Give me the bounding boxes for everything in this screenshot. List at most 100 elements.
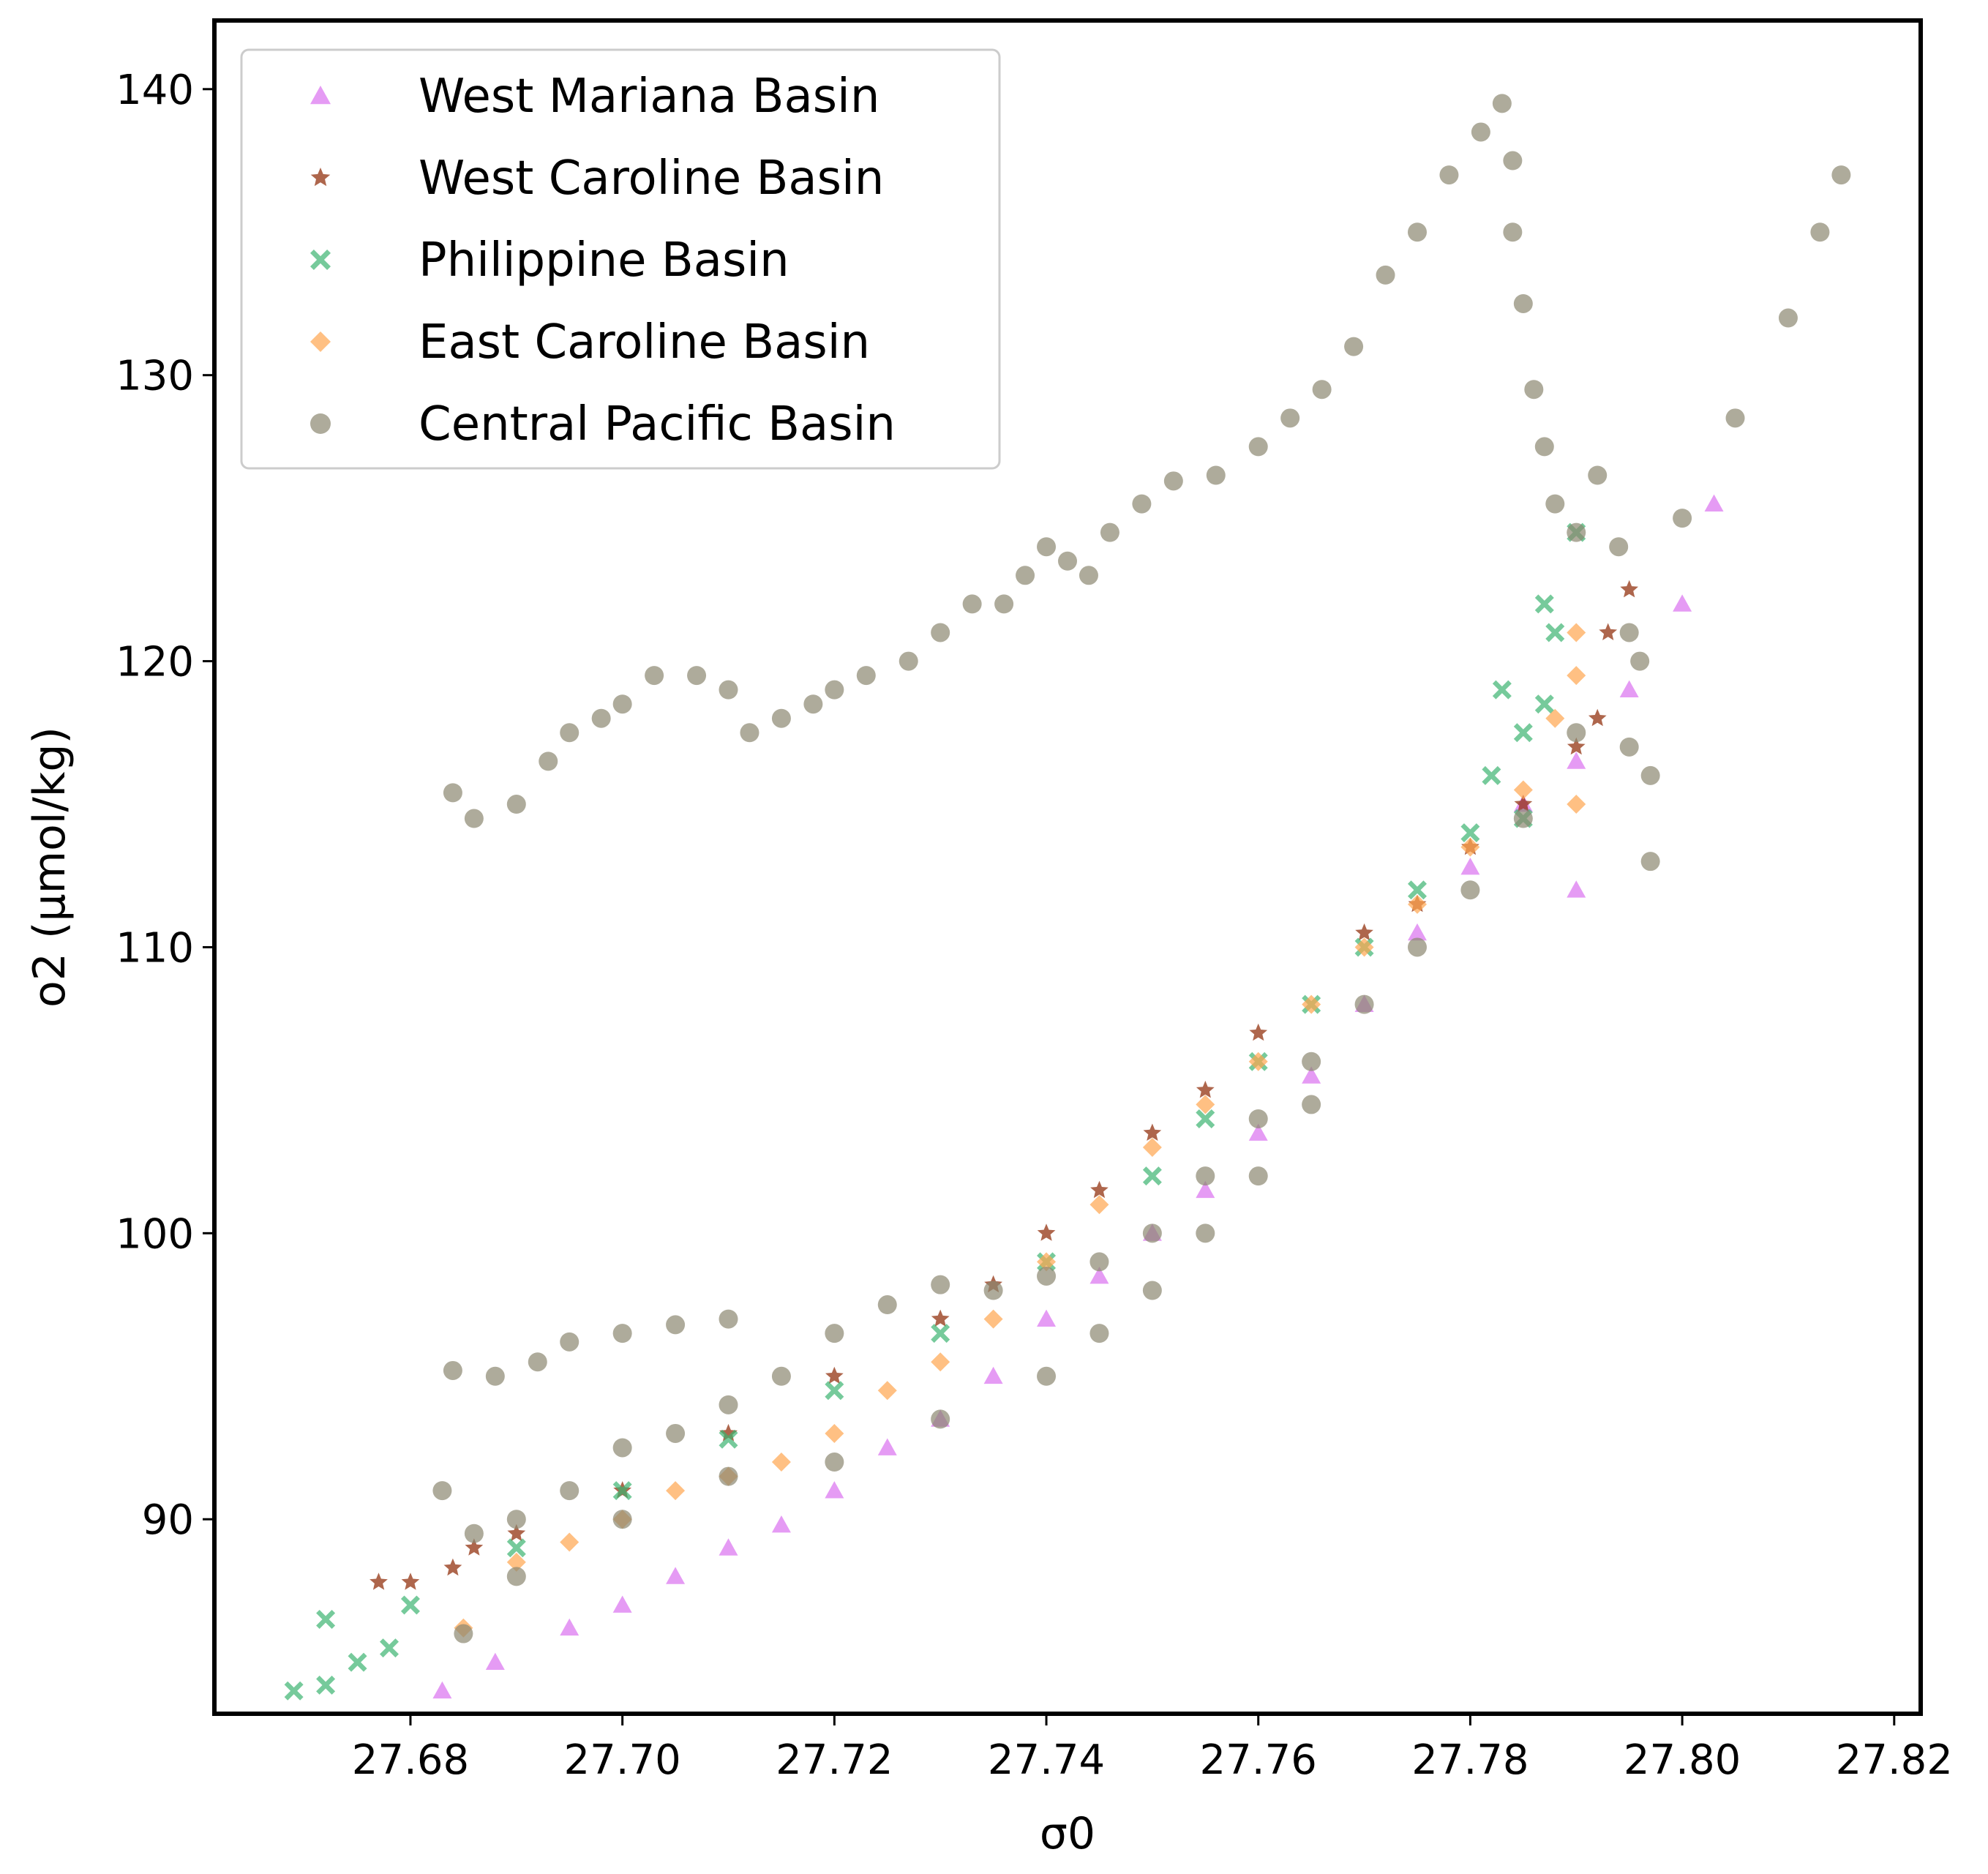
data-point (1460, 858, 1480, 875)
data-point (591, 708, 611, 728)
data-point (432, 1481, 452, 1501)
data-point (1640, 765, 1660, 785)
data-points (284, 94, 1851, 1701)
data-point (507, 1523, 526, 1542)
data-point (1407, 937, 1427, 957)
data-point (1132, 494, 1152, 514)
legend-label: West Mariana Basin (419, 70, 879, 124)
data-point (983, 1281, 1003, 1300)
data-point (645, 666, 664, 686)
legend-item: Philippine Basin (310, 233, 789, 288)
data-point (1567, 737, 1586, 755)
data-point (612, 1481, 632, 1501)
data-point (1778, 308, 1798, 328)
data-point (1142, 1223, 1162, 1243)
data-point (719, 1466, 738, 1486)
data-point (1079, 566, 1098, 585)
data-point (485, 1652, 505, 1671)
data-point (825, 1453, 844, 1472)
data-point (1460, 880, 1480, 900)
x-tick-label: 27.78 (1411, 1736, 1528, 1784)
x-tick-label: 27.80 (1624, 1736, 1741, 1784)
data-point (1248, 437, 1268, 457)
data-point (962, 594, 982, 614)
data-point (931, 1309, 950, 1327)
data-point (443, 783, 462, 803)
data-point (1100, 522, 1119, 542)
data-point (379, 1638, 399, 1658)
data-point (506, 1538, 526, 1558)
data-point (666, 1567, 686, 1584)
data-point (666, 1481, 686, 1501)
x-tick-label: 27.68 (352, 1736, 469, 1784)
data-point (370, 1573, 388, 1590)
data-point (1492, 680, 1512, 700)
data-point (1503, 222, 1523, 242)
data-point (1090, 1180, 1109, 1199)
data-point (1196, 1223, 1215, 1243)
data-point (1407, 222, 1427, 242)
data-point (1312, 380, 1332, 400)
data-point (506, 1510, 526, 1529)
data-point (443, 1360, 462, 1380)
legend-label: Philippine Basin (419, 233, 789, 288)
series-central-pacific-basin (432, 94, 1851, 1644)
data-point (1630, 651, 1650, 671)
data-point (771, 1515, 791, 1533)
data-point (1302, 1066, 1321, 1084)
data-point (1344, 337, 1364, 356)
data-point (1249, 1023, 1268, 1041)
data-point (1567, 880, 1586, 898)
data-point (506, 1567, 526, 1586)
data-point (1545, 708, 1565, 728)
data-point (1545, 494, 1565, 514)
data-point (719, 680, 738, 700)
data-point (1588, 465, 1608, 485)
data-point (1534, 694, 1554, 714)
data-point (1619, 623, 1639, 642)
data-point (1302, 1095, 1321, 1114)
data-point (1248, 1052, 1268, 1071)
data-point (825, 1366, 844, 1384)
data-point (443, 1558, 462, 1576)
data-point (1599, 623, 1618, 640)
data-point (1248, 1123, 1268, 1141)
data-point (560, 723, 579, 743)
data-point (983, 1309, 1003, 1329)
data-point (877, 1381, 897, 1401)
data-point (1503, 151, 1523, 170)
data-point (666, 1423, 686, 1443)
data-point (401, 1573, 420, 1590)
y-tick-label: 140 (116, 67, 194, 114)
data-point (1196, 1080, 1215, 1098)
data-point (1143, 1123, 1162, 1141)
y-tick-label: 130 (116, 353, 194, 400)
data-point (560, 1532, 579, 1552)
data-point (316, 1610, 336, 1630)
x-tick-label: 27.76 (1200, 1736, 1317, 1784)
y-axis-label: o2 (µmol/kg) (24, 727, 75, 1008)
data-point (1016, 566, 1035, 585)
data-point (666, 1315, 686, 1335)
y-axis: 90 100 110 120 130 140 (116, 67, 214, 1544)
data-point (825, 680, 844, 700)
data-point (803, 694, 823, 714)
data-point (983, 1366, 1003, 1384)
data-point (1513, 293, 1533, 313)
x-tick-label: 27.70 (563, 1736, 680, 1784)
data-point (1567, 723, 1586, 743)
data-point (1248, 1109, 1268, 1128)
data-point (560, 1618, 579, 1636)
data-point (877, 1438, 897, 1455)
data-point (612, 1438, 632, 1458)
data-point (1407, 923, 1427, 941)
data-point (432, 1681, 452, 1699)
x-tick-label: 27.72 (776, 1736, 893, 1784)
y-tick-label: 90 (142, 1496, 194, 1544)
data-point (1567, 795, 1586, 814)
data-point (528, 1352, 547, 1372)
data-point (612, 1510, 632, 1529)
data-point (931, 1324, 950, 1343)
data-point (825, 1423, 844, 1443)
data-point (1460, 823, 1480, 843)
